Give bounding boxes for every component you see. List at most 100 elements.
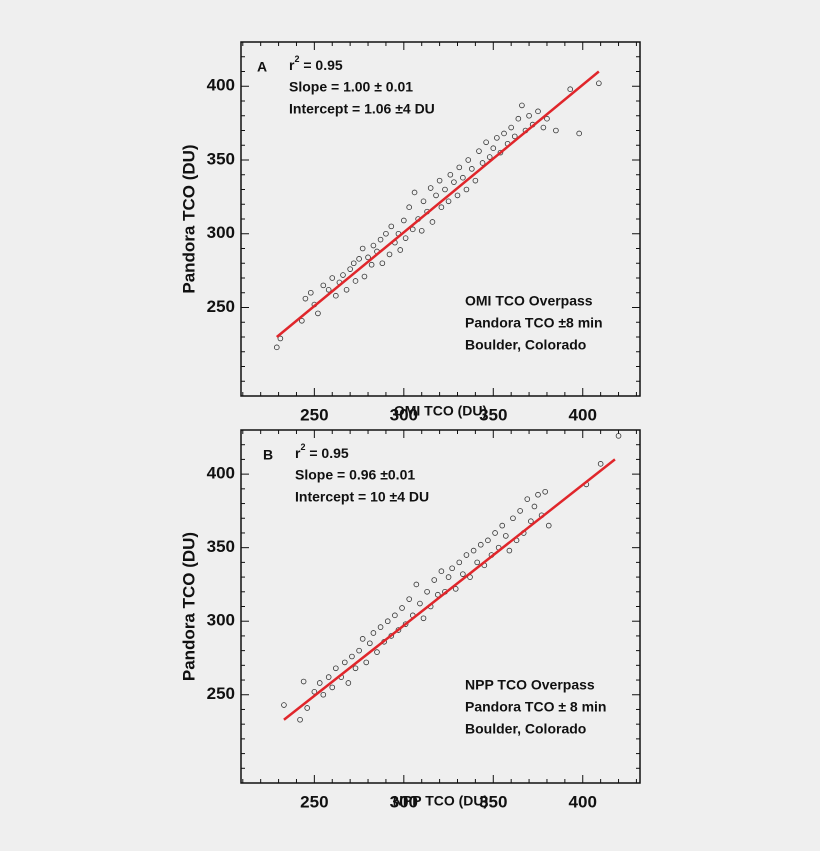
point — [370, 242, 377, 249]
point — [363, 659, 370, 666]
y-tick-label: 300 — [207, 611, 235, 630]
point — [435, 591, 441, 598]
point — [438, 568, 445, 574]
point — [486, 154, 493, 160]
y-tick-label: 400 — [207, 464, 235, 483]
point — [340, 272, 346, 278]
point — [576, 130, 582, 137]
point — [528, 518, 534, 524]
point — [359, 636, 366, 642]
point — [515, 115, 522, 122]
x-tick-label: 300 — [390, 405, 418, 424]
r-sup: 2 — [300, 442, 305, 452]
point — [460, 571, 466, 577]
x-tick-label: 350 — [479, 405, 507, 424]
x-tick-label: 250 — [300, 405, 328, 424]
point — [315, 310, 321, 317]
point — [463, 552, 470, 558]
y-axis-title: Pandora TCO (DU) — [179, 144, 198, 293]
point — [531, 503, 538, 510]
point — [420, 198, 427, 205]
x-tick-label: 400 — [569, 405, 597, 424]
fit-line — [275, 70, 600, 338]
point — [524, 496, 531, 502]
point — [449, 565, 455, 572]
point — [526, 112, 532, 119]
point — [350, 260, 357, 267]
point — [615, 433, 622, 439]
y-tick-label: 350 — [207, 537, 235, 556]
point — [442, 186, 448, 193]
point — [384, 618, 391, 625]
stat-r2: r2 = 0.95 — [289, 54, 343, 72]
point — [299, 317, 305, 324]
point — [452, 586, 459, 592]
point — [356, 647, 362, 654]
point — [368, 261, 375, 268]
panel-label: A — [257, 59, 267, 75]
point — [418, 228, 425, 234]
point — [277, 335, 284, 342]
point — [545, 522, 552, 529]
point — [424, 588, 430, 595]
point — [281, 702, 287, 708]
y-axis-title: Pandora TCO (DU) — [179, 532, 198, 681]
r-base: r — [289, 57, 295, 73]
point — [485, 537, 491, 544]
point — [307, 289, 314, 296]
stat-r2: r2 = 0.95 — [295, 442, 349, 460]
r-rest: = 0.95 — [299, 57, 342, 73]
point — [433, 192, 439, 199]
point — [479, 160, 486, 166]
point — [406, 596, 412, 602]
point — [451, 179, 457, 185]
note: Boulder, Colorado — [465, 721, 586, 737]
point — [445, 198, 452, 205]
point — [456, 559, 463, 566]
point — [535, 108, 541, 115]
r-sup: 2 — [294, 54, 299, 64]
point — [436, 177, 443, 184]
point — [325, 674, 332, 680]
point — [431, 577, 438, 583]
point — [377, 624, 384, 630]
point — [365, 254, 371, 261]
y-tick-label: 250 — [207, 297, 235, 316]
point — [320, 282, 327, 289]
point — [511, 133, 518, 140]
point — [329, 275, 336, 281]
point — [472, 177, 479, 184]
point — [402, 621, 409, 627]
point — [388, 223, 395, 230]
note: Pandora TCO ± 8 min — [465, 699, 606, 715]
point — [347, 266, 353, 272]
point — [349, 653, 355, 660]
point — [540, 124, 547, 131]
x-tick-label: 350 — [479, 792, 507, 811]
point — [427, 185, 434, 191]
point — [402, 235, 409, 241]
y-tick-label: 250 — [207, 684, 235, 703]
point — [401, 217, 407, 224]
point — [503, 533, 509, 539]
point — [456, 164, 463, 171]
y-tick-label: 350 — [207, 149, 235, 168]
point — [477, 541, 484, 548]
point — [406, 204, 412, 211]
y-tick-label: 300 — [207, 223, 235, 242]
point — [454, 192, 461, 199]
point — [445, 574, 452, 580]
point — [463, 186, 470, 193]
point — [316, 680, 323, 686]
stat-slope: Slope = 0.96 ±0.01 — [295, 467, 415, 483]
point — [379, 260, 386, 267]
point — [300, 678, 307, 685]
point — [311, 689, 318, 695]
point — [356, 256, 362, 262]
point — [333, 292, 339, 299]
point — [359, 245, 366, 252]
note: Boulder, Colorado — [465, 337, 586, 353]
point — [544, 115, 550, 122]
point — [542, 488, 548, 495]
point — [476, 148, 482, 154]
